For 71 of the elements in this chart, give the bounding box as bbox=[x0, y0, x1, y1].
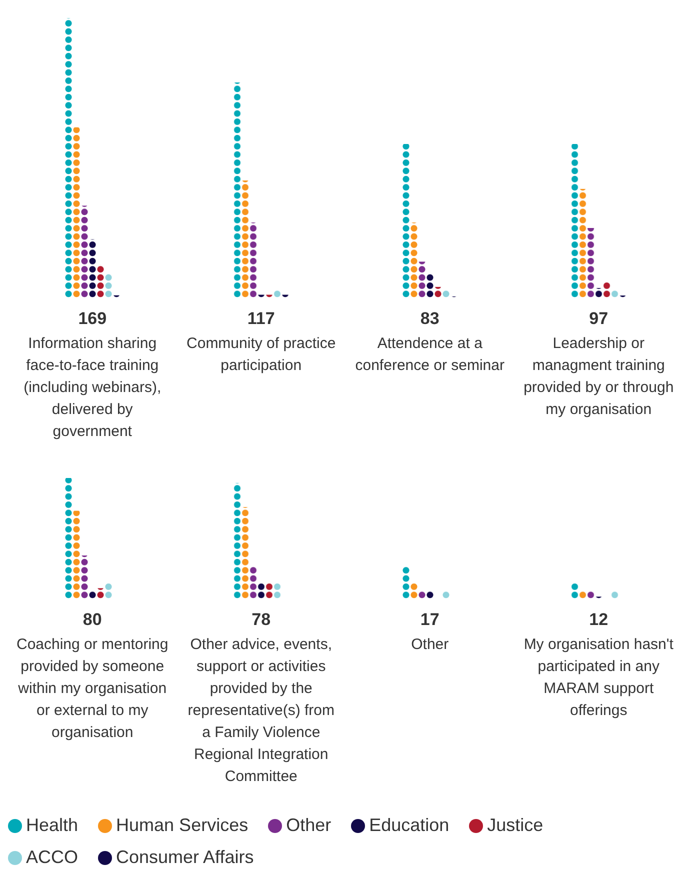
bar bbox=[266, 583, 273, 599]
bar bbox=[242, 180, 249, 298]
bar bbox=[603, 281, 610, 298]
bar bbox=[571, 144, 578, 298]
bar bbox=[105, 272, 112, 298]
bar bbox=[274, 290, 281, 298]
bar bbox=[595, 288, 602, 298]
bar bbox=[402, 566, 410, 599]
legend-label: Human Services bbox=[116, 815, 248, 835]
bar bbox=[234, 82, 241, 298]
bar bbox=[250, 566, 257, 599]
bar bbox=[426, 590, 434, 599]
bar bbox=[73, 127, 80, 298]
bar bbox=[65, 18, 72, 298]
bar bbox=[579, 590, 586, 599]
bar bbox=[611, 290, 618, 298]
bar bbox=[266, 294, 273, 298]
text: 97 bbox=[589, 309, 608, 328]
x-tick-label: Attendence at a conference or seminar bbox=[355, 335, 504, 374]
bar bbox=[73, 510, 80, 599]
text: 78 bbox=[252, 610, 271, 629]
bar bbox=[418, 262, 426, 298]
bar bbox=[611, 590, 618, 599]
bar bbox=[410, 222, 418, 298]
bar bbox=[81, 206, 88, 298]
bar bbox=[274, 583, 281, 599]
text: 17 bbox=[420, 610, 440, 629]
bar bbox=[571, 583, 578, 599]
x-tick-label: Information sharing face-to-face training (including webinars), delivered by government bbox=[24, 335, 162, 440]
bar bbox=[579, 188, 586, 298]
legend-label: ACCO bbox=[26, 847, 78, 867]
x-tick-label: Community of practice participation bbox=[186, 335, 336, 374]
legend-label: Consumer Affairs bbox=[116, 847, 254, 867]
legend-label: Education bbox=[369, 815, 450, 835]
text: 83 bbox=[420, 309, 440, 328]
bar bbox=[97, 264, 104, 298]
legend-label: Other bbox=[286, 815, 332, 835]
bar bbox=[258, 583, 265, 599]
bar bbox=[81, 555, 88, 599]
bar bbox=[113, 295, 120, 298]
bar bbox=[242, 507, 249, 599]
bar bbox=[442, 290, 450, 298]
bar bbox=[434, 286, 442, 298]
text: 169 bbox=[78, 309, 107, 328]
bar bbox=[234, 482, 241, 599]
bar bbox=[402, 144, 410, 298]
bar bbox=[587, 228, 594, 298]
bar bbox=[619, 295, 626, 298]
bar bbox=[89, 239, 96, 298]
bar bbox=[105, 583, 112, 599]
bar bbox=[65, 478, 72, 599]
bar bbox=[250, 222, 257, 298]
bar bbox=[89, 590, 96, 599]
bar bbox=[418, 590, 426, 599]
x-tick-label: Other bbox=[411, 636, 449, 653]
bar bbox=[258, 294, 265, 298]
text: 117 bbox=[247, 309, 275, 328]
bar bbox=[97, 588, 104, 599]
x-tick-label: My organisation hasn't participated in any MARAM support offerings bbox=[524, 636, 674, 719]
x-tick-label: Coaching or mentoring provided by someone within my organisation or external to my organisation bbox=[16, 636, 168, 741]
x-tick-label: Other advice, events, support or activities provided by the representative(s) from a Family Violence Regional Integration Committee bbox=[188, 636, 334, 785]
text: 80 bbox=[82, 610, 102, 629]
legend-label: Health bbox=[26, 815, 78, 835]
text: 12 bbox=[589, 610, 608, 629]
bar bbox=[587, 590, 594, 599]
x-tick-label: Leadership or managment training provided by or through my organisation bbox=[524, 335, 674, 418]
bar bbox=[442, 590, 450, 599]
bar bbox=[410, 583, 418, 599]
bar bbox=[282, 294, 289, 298]
bar bbox=[426, 272, 434, 298]
legend-label: Justice bbox=[487, 815, 544, 835]
